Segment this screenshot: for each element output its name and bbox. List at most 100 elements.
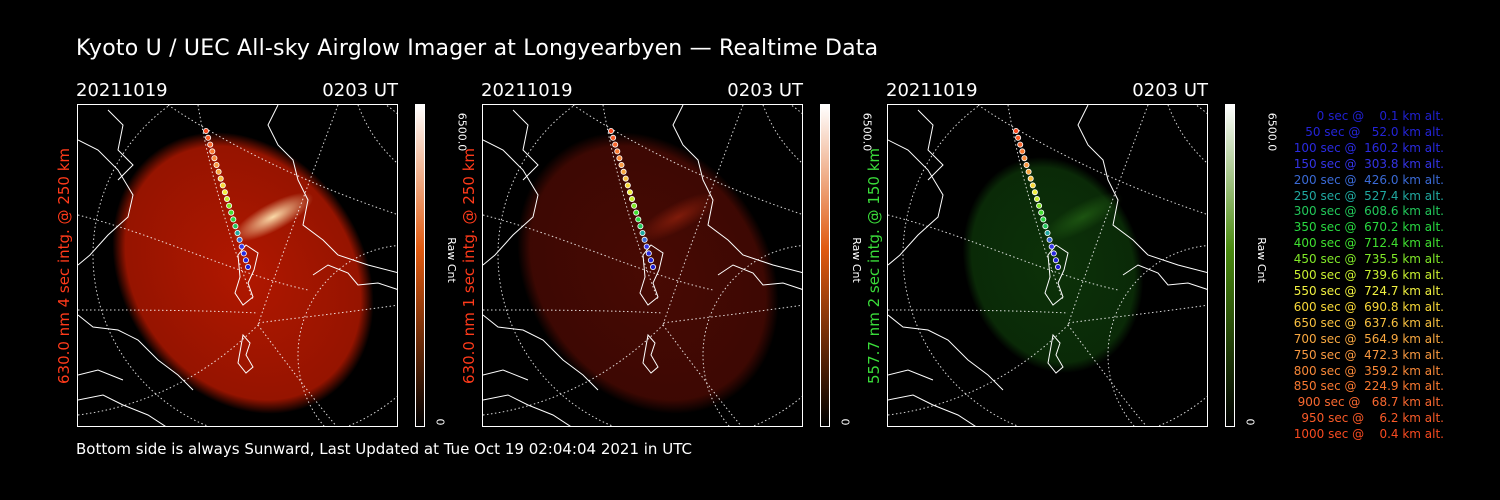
trajectory-point <box>610 134 617 141</box>
panel-3-colorbar-max: 6500.0 <box>1265 112 1278 152</box>
trajectory-point <box>612 141 619 148</box>
trajectory-point <box>219 182 226 189</box>
panel-1-colorbar-max: 6500.0 <box>455 112 468 152</box>
trajectory-point <box>240 250 247 257</box>
coastlines <box>888 105 1207 426</box>
trajectory-point <box>618 162 625 169</box>
footer-note: Bottom side is always Sunward, Last Upda… <box>76 440 692 458</box>
trajectory-point <box>620 168 627 175</box>
legend-entry: 850 sec @ 224.9 km alt. <box>1289 379 1444 394</box>
trajectory-point <box>643 243 650 250</box>
trajectory-point <box>1040 216 1047 223</box>
trajectory-point <box>626 189 633 196</box>
trajectory-point <box>226 202 233 209</box>
trajectory-point <box>1027 175 1034 182</box>
legend-entry: 250 sec @ 527.4 km alt. <box>1289 188 1444 203</box>
trajectory <box>608 127 656 270</box>
trajectory-point <box>628 196 635 203</box>
panel-3-colorbar <box>1225 104 1235 427</box>
legend-entry: 950 sec @ 6.2 km alt. <box>1297 411 1444 426</box>
geo-grid <box>888 105 1207 426</box>
trajectory-point <box>647 257 654 264</box>
trajectory-point <box>649 263 656 270</box>
trajectory-point <box>213 162 220 169</box>
trajectory <box>1013 127 1061 270</box>
trajectory-point <box>221 189 228 196</box>
trajectory-point <box>242 257 249 264</box>
legend-entry: 700 sec @ 564.9 km alt. <box>1289 331 1444 346</box>
panel-2-channel-label: 630.0 nm 1 sec intg. @ 250 km <box>460 147 479 385</box>
legend-entry: 600 sec @ 690.8 km alt. <box>1289 299 1444 314</box>
legend-entry: 350 sec @ 670.2 km alt. <box>1289 220 1444 235</box>
trajectory-point <box>203 127 210 134</box>
trajectory-point <box>1038 209 1045 216</box>
panel-3-image <box>887 104 1208 427</box>
legend-entry: 150 sec @ 303.8 km alt. <box>1289 156 1444 171</box>
trajectory-point <box>1042 223 1049 230</box>
aurora-patch <box>637 192 719 242</box>
trajectory-point <box>1015 134 1022 141</box>
panel-1-date: 20211019 <box>76 80 168 101</box>
panel-1-colorbar-unit: Raw Cnt <box>445 237 459 283</box>
trajectory <box>203 127 251 270</box>
trajectory-point <box>641 236 648 243</box>
aurora-patch <box>232 192 314 242</box>
legend-entry: 800 sec @ 359.2 km alt. <box>1289 363 1444 378</box>
trajectory-point <box>1033 196 1040 203</box>
trajectory-point <box>244 263 251 270</box>
allsky-canvas <box>888 105 1207 426</box>
panel-2-date: 20211019 <box>481 80 573 101</box>
sky-glow <box>517 132 779 414</box>
panel-3-channel-label: 557.7 nm 2 sec intg. @ 150 km <box>865 147 884 385</box>
coastlines <box>483 105 802 426</box>
trajectory-point <box>209 148 216 155</box>
legend-entry: 400 sec @ 712.4 km alt. <box>1289 236 1444 251</box>
trajectory-point <box>1044 230 1051 237</box>
geo-grid <box>483 105 802 426</box>
legend-entry: 100 sec @ 160.2 km alt. <box>1289 140 1444 155</box>
trajectory-point <box>236 236 243 243</box>
panel-2-colorbar-min: 0 <box>838 418 851 426</box>
allsky-canvas <box>78 105 397 426</box>
trajectory-point <box>624 182 631 189</box>
trajectory-point <box>1025 168 1032 175</box>
panel-2-colorbar-max: 6500.0 <box>860 112 873 152</box>
trajectory-point <box>635 216 642 223</box>
trajectory-point <box>1029 182 1036 189</box>
trajectory-point <box>639 230 646 237</box>
trajectory-point <box>645 250 652 257</box>
trajectory-point <box>217 175 224 182</box>
trajectory-point <box>1050 250 1057 257</box>
panel-1-image <box>77 104 398 427</box>
panel-1-time: 0203 UT <box>322 80 398 101</box>
trajectory-point <box>238 243 245 250</box>
panel-2-image <box>482 104 803 427</box>
panel-1-colorbar <box>415 104 425 427</box>
panel-3-colorbar-min: 0 <box>1243 418 1256 426</box>
legend-entry: 200 sec @ 426.0 km alt. <box>1289 172 1444 187</box>
trajectory-point <box>234 230 241 237</box>
legend-entry: 0 sec @ 0.1 km alt. <box>1305 109 1444 123</box>
trajectory-point <box>1048 243 1055 250</box>
aurora-patch <box>1042 192 1124 242</box>
trajectory-point <box>633 209 640 216</box>
trajectory-point <box>1023 162 1030 169</box>
panel-3-time: 0203 UT <box>1132 80 1208 101</box>
trajectory-point <box>1013 127 1020 134</box>
panel-2-colorbar-unit: Raw Cnt <box>850 237 864 283</box>
panel-1-channel-label: 630.0 nm 4 sec intg. @ 250 km <box>55 147 74 385</box>
legend-entry: 550 sec @ 724.7 km alt. <box>1289 283 1444 298</box>
panel-2-colorbar <box>820 104 830 427</box>
sky-glow <box>112 132 374 414</box>
trajectory-point <box>1052 257 1059 264</box>
trajectory-point <box>228 209 235 216</box>
legend-entry: 1000 sec @ 0.4 km alt. <box>1293 427 1444 442</box>
coastlines <box>78 105 397 426</box>
trajectory-point <box>207 141 214 148</box>
sky-glow <box>962 156 1144 374</box>
legend-entry: 650 sec @ 637.6 km alt. <box>1289 315 1444 330</box>
trajectory-point <box>230 216 237 223</box>
page-title: Kyoto U / UEC All-sky Airglow Imager at … <box>76 36 879 61</box>
trajectory-point <box>1019 148 1026 155</box>
trajectory-point <box>1017 141 1024 148</box>
